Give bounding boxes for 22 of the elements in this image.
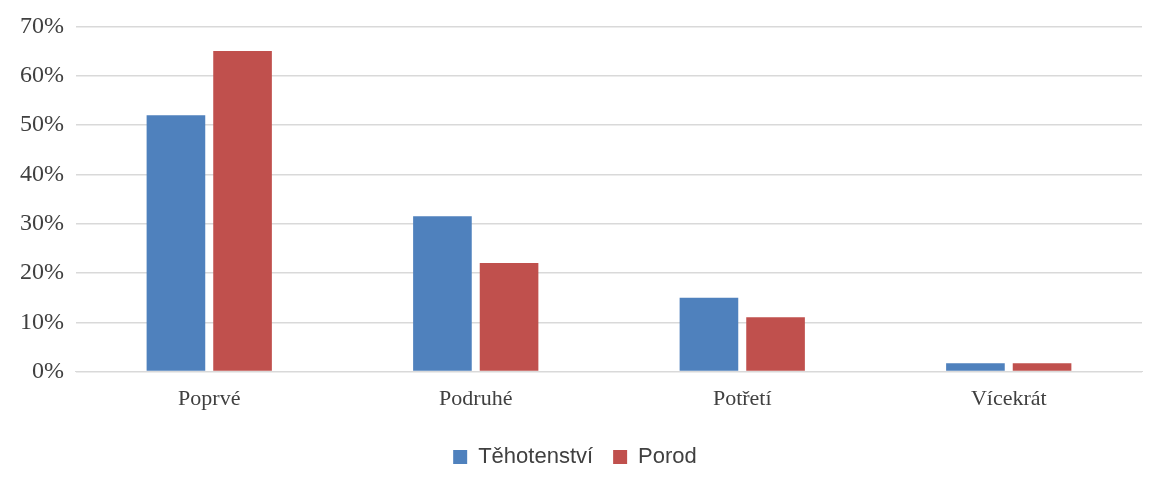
y-tick-label: 0%: [31, 356, 64, 383]
y-tick-label: 60%: [19, 61, 64, 88]
x-tick-label: Poprvé: [178, 384, 241, 410]
bar: [746, 317, 805, 371]
bar: [213, 51, 272, 371]
legend-label: Těhotenství: [478, 443, 594, 469]
y-tick-label: 10%: [19, 307, 64, 334]
y-tick-label: 40%: [19, 159, 64, 186]
bar: [413, 216, 472, 371]
bar: [946, 363, 1005, 371]
y-tick-label: 20%: [19, 258, 64, 285]
x-tick-label: Podruhé: [439, 384, 513, 410]
y-tick-label: 70%: [19, 11, 64, 38]
bar: [1012, 363, 1072, 371]
legend-label: Porod: [638, 443, 697, 469]
bar: [679, 297, 739, 371]
bar: [146, 115, 206, 371]
y-tick-label: 30%: [19, 208, 64, 235]
bar: [479, 263, 539, 371]
x-tick-label: Potřetí: [712, 384, 772, 410]
x-tick-label: Vícekrát: [970, 384, 1047, 410]
y-tick-label: 50%: [19, 110, 64, 137]
